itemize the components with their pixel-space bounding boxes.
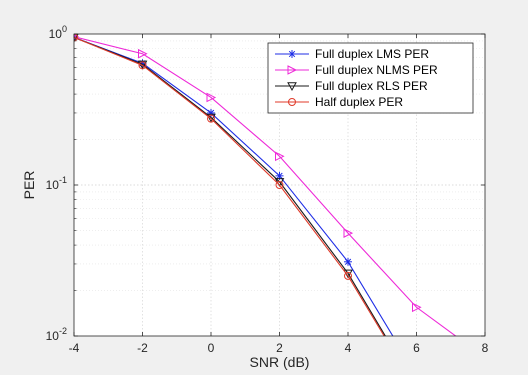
- data-point: [287, 65, 298, 75]
- series-line: [74, 36, 394, 336]
- data-point-stroke: [288, 50, 296, 58]
- data-point: [206, 92, 217, 103]
- y-axis-label: PER: [21, 171, 37, 200]
- x-axis-label: SNR (dB): [250, 354, 310, 370]
- data-point: [288, 98, 296, 106]
- legend-label: Half duplex PER: [315, 95, 403, 109]
- data-point: [287, 82, 297, 92]
- x-tick-label: 0: [208, 341, 215, 355]
- legend-item: Full duplex LMS PER: [275, 47, 429, 61]
- data-point-stroke: [74, 36, 78, 41]
- legend: Full duplex LMS PER Full duplex NLMS PER F…: [267, 42, 474, 114]
- x-tick-label: -2: [137, 341, 148, 355]
- data-point-stroke: [207, 109, 215, 117]
- data-point: [275, 151, 285, 162]
- data-point: [207, 108, 215, 117]
- legend-item: Full duplex RLS PER: [275, 79, 428, 93]
- x-tick-label: 2: [276, 341, 283, 355]
- data-point: [138, 61, 147, 70]
- legend-label: Full duplex NLMS PER: [315, 63, 438, 77]
- data-point: [344, 271, 352, 280]
- x-tick-label: -4: [69, 341, 80, 355]
- y-tick-label: 10-2: [46, 326, 67, 343]
- x-tick-label: 6: [413, 341, 420, 355]
- y-tick-label: 100: [49, 24, 67, 41]
- series-line: [74, 36, 457, 336]
- data-point: [206, 113, 216, 123]
- data-point: [138, 48, 148, 59]
- series-line: [74, 36, 385, 336]
- legend-box: [267, 42, 474, 114]
- ticks: -4 -2 0 2 4 6 8 10-2 10-1 100: [46, 24, 489, 355]
- data-point-stroke: [276, 172, 283, 179]
- data-point: [207, 114, 215, 123]
- x-tick-label: 4: [345, 341, 352, 355]
- legend-item: Full duplex NLMS PER: [275, 63, 438, 77]
- data-point: [275, 171, 284, 180]
- y-tick-label: 10-1: [46, 175, 67, 192]
- data-point: [275, 181, 284, 189]
- series-layer: [74, 34, 457, 336]
- data-point: [288, 50, 296, 58]
- data-point: [412, 302, 422, 313]
- data-point: [343, 228, 354, 238]
- series-line: [74, 36, 386, 336]
- legend-item: Half duplex PER: [275, 95, 403, 109]
- legend-label: Full duplex RLS PER: [315, 79, 428, 93]
- data-point: [74, 34, 78, 42]
- data-point-stroke: [344, 258, 352, 265]
- x-tick-label: 8: [482, 341, 489, 355]
- series: [74, 34, 385, 336]
- legend-label: Full duplex LMS PER: [315, 47, 429, 61]
- data-point: [344, 257, 352, 266]
- series: [74, 34, 457, 336]
